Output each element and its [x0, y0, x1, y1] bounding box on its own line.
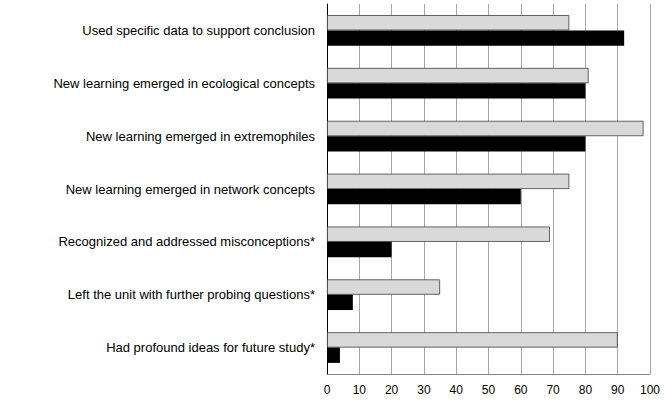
- svg-text:New learning emerged in ecolog: New learning emerged in ecological conce…: [53, 76, 315, 91]
- svg-text:Had profound ideas for future: Had profound ideas for future study*: [106, 340, 315, 355]
- svg-text:90: 90: [611, 383, 625, 397]
- svg-text:Recognized and addressed misco: Recognized and addressed misconceptions*: [58, 234, 315, 249]
- svg-text:100: 100: [640, 383, 660, 397]
- svg-text:40: 40: [450, 383, 464, 397]
- svg-text:0: 0: [324, 383, 331, 397]
- svg-text:60: 60: [514, 383, 528, 397]
- svg-text:20: 20: [385, 383, 399, 397]
- svg-text:80: 80: [579, 383, 593, 397]
- svg-text:50: 50: [482, 383, 496, 397]
- svg-text:New learning emerged in networ: New learning emerged in network concepts: [66, 182, 316, 197]
- svg-text:70: 70: [546, 383, 560, 397]
- svg-text:Left the unit with further pro: Left the unit with further probing quest…: [68, 287, 315, 302]
- svg-text:New learning emerged in extrem: New learning emerged in extremophiles: [86, 129, 316, 144]
- svg-text:Used specific data to support: Used specific data to support conclusion: [82, 23, 315, 38]
- svg-text:10: 10: [353, 383, 367, 397]
- svg-text:30: 30: [417, 383, 431, 397]
